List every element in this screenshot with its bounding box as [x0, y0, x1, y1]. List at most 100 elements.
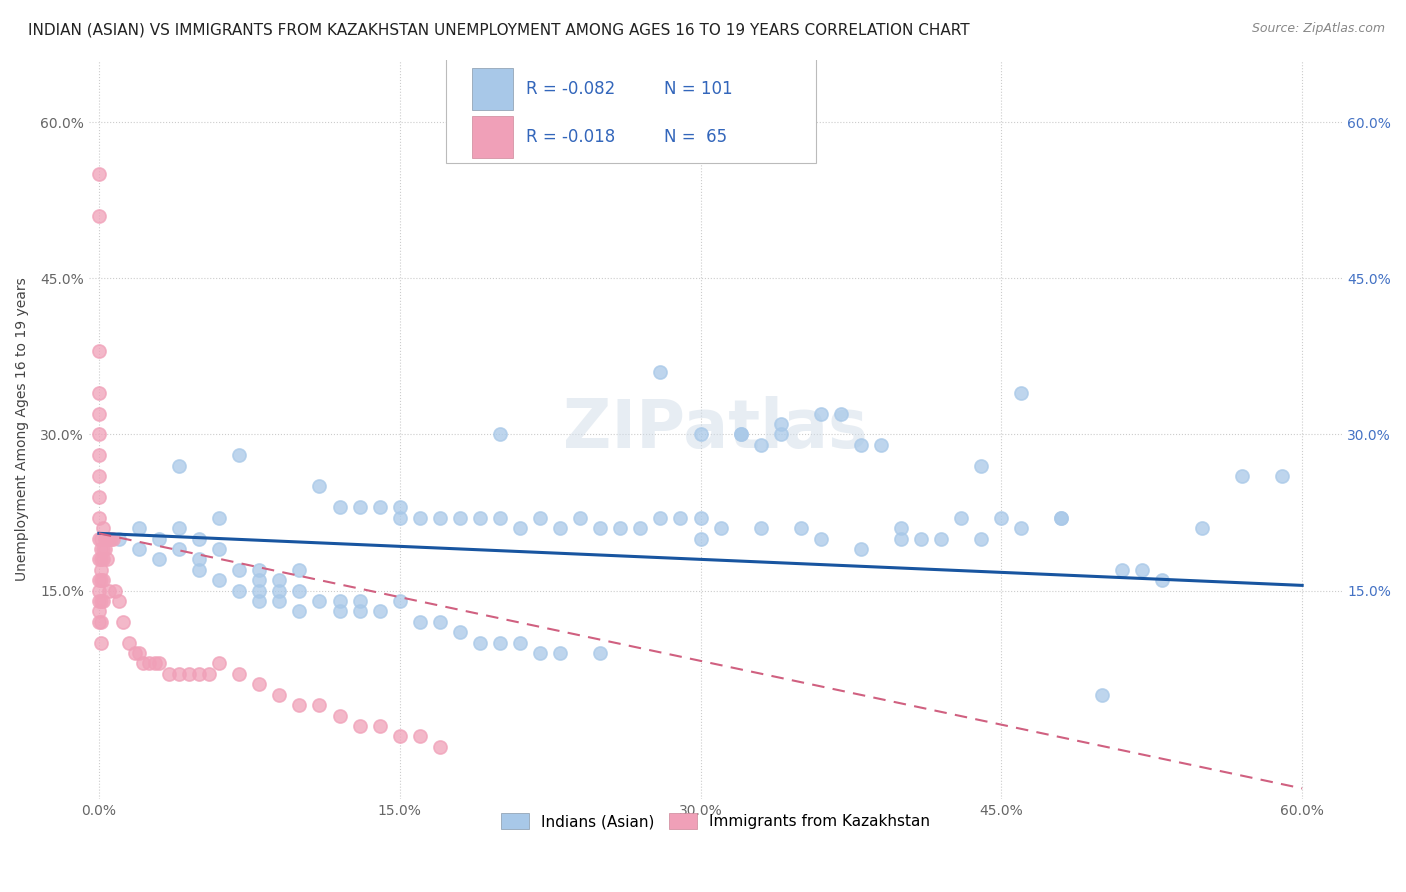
Point	[167, 541, 190, 556]
Point	[228, 666, 250, 681]
Point	[529, 510, 551, 524]
Point	[328, 500, 350, 515]
Point	[468, 510, 491, 524]
Text: ZIPatlas: ZIPatlas	[564, 396, 868, 462]
Point	[87, 573, 110, 587]
Text: N =  65: N = 65	[664, 128, 727, 146]
Point	[308, 479, 330, 493]
Point	[198, 666, 221, 681]
Point	[409, 510, 432, 524]
Point	[849, 438, 872, 452]
Point	[749, 438, 772, 452]
Point	[429, 739, 451, 754]
Point	[628, 521, 651, 535]
Point	[148, 552, 170, 566]
Point	[1230, 469, 1253, 483]
Point	[247, 573, 270, 587]
Point	[269, 573, 291, 587]
Point	[489, 510, 512, 524]
Point	[101, 532, 124, 546]
Point	[90, 552, 112, 566]
Point	[87, 583, 110, 598]
Point	[91, 541, 114, 556]
Point	[100, 532, 122, 546]
Point	[87, 552, 110, 566]
Point	[368, 719, 391, 733]
Point	[509, 521, 531, 535]
Point	[810, 407, 832, 421]
Point	[328, 604, 350, 618]
Point	[849, 541, 872, 556]
Point	[111, 615, 134, 629]
Point	[388, 730, 411, 744]
FancyBboxPatch shape	[446, 53, 815, 163]
Point	[87, 469, 110, 483]
Point	[124, 646, 146, 660]
Point	[87, 448, 110, 462]
Point	[1111, 563, 1133, 577]
Legend: Indians (Asian), Immigrants from Kazakhstan: Indians (Asian), Immigrants from Kazakhs…	[495, 807, 936, 836]
Point	[87, 615, 110, 629]
Y-axis label: Unemployment Among Ages 16 to 19 years: Unemployment Among Ages 16 to 19 years	[15, 277, 30, 581]
Point	[650, 365, 672, 379]
Point	[132, 657, 155, 671]
Text: INDIAN (ASIAN) VS IMMIGRANTS FROM KAZAKHSTAN UNEMPLOYMENT AMONG AGES 16 TO 19 YE: INDIAN (ASIAN) VS IMMIGRANTS FROM KAZAKH…	[28, 22, 970, 37]
Text: R = -0.082: R = -0.082	[526, 80, 616, 98]
Point	[388, 510, 411, 524]
Point	[157, 666, 180, 681]
Point	[870, 438, 893, 452]
Point	[87, 604, 110, 618]
Point	[228, 448, 250, 462]
Point	[489, 635, 512, 649]
Point	[87, 407, 110, 421]
Point	[890, 521, 912, 535]
Point	[990, 510, 1012, 524]
Point	[179, 666, 201, 681]
Point	[87, 427, 110, 442]
Point	[208, 573, 231, 587]
Point	[138, 657, 160, 671]
Point	[689, 510, 711, 524]
Point	[810, 532, 832, 546]
Point	[749, 521, 772, 535]
Point	[208, 510, 231, 524]
Point	[449, 625, 471, 640]
Point	[90, 573, 112, 587]
Point	[87, 209, 110, 223]
Point	[91, 552, 114, 566]
Point	[288, 583, 311, 598]
Point	[269, 594, 291, 608]
Point	[108, 594, 131, 608]
Point	[90, 541, 112, 556]
FancyBboxPatch shape	[472, 68, 513, 111]
Point	[910, 532, 932, 546]
Point	[890, 532, 912, 546]
Point	[208, 541, 231, 556]
Point	[167, 458, 190, 473]
Point	[188, 532, 211, 546]
Point	[87, 594, 110, 608]
Point	[288, 563, 311, 577]
Point	[228, 583, 250, 598]
Point	[128, 646, 150, 660]
Text: R = -0.018: R = -0.018	[526, 128, 616, 146]
Text: N = 101: N = 101	[664, 80, 733, 98]
Point	[569, 510, 592, 524]
Point	[167, 666, 190, 681]
Point	[669, 510, 692, 524]
Point	[1130, 563, 1153, 577]
Point	[87, 490, 110, 504]
Point	[247, 583, 270, 598]
Point	[388, 594, 411, 608]
Point	[548, 521, 571, 535]
Point	[108, 532, 131, 546]
Point	[368, 500, 391, 515]
Point	[1050, 510, 1073, 524]
Point	[288, 698, 311, 712]
Point	[970, 458, 993, 473]
Point	[247, 594, 270, 608]
Point	[589, 521, 612, 535]
Point	[509, 635, 531, 649]
Point	[308, 594, 330, 608]
Point	[1150, 573, 1173, 587]
